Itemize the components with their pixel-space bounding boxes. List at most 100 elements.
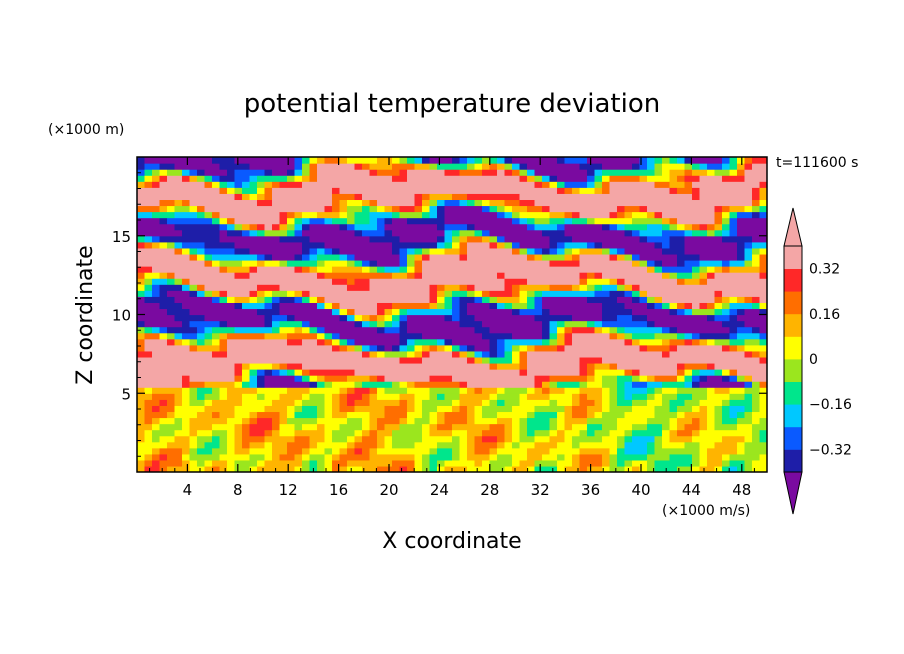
- contour-cell: [167, 429, 176, 437]
- contour-cell: [744, 290, 753, 297]
- contour-cell: [594, 290, 603, 297]
- contour-cell: [302, 229, 311, 237]
- contour-cell: [482, 453, 491, 461]
- contour-cell: [324, 453, 333, 461]
- contour-cell: [152, 320, 161, 328]
- contour-cell: [429, 447, 438, 455]
- contour-cell: [369, 441, 378, 449]
- contour-cell: [542, 465, 551, 472]
- contour-cell: [362, 429, 371, 437]
- contour-cell: [429, 217, 438, 225]
- contour-cell: [729, 423, 738, 431]
- contour-cell: [609, 447, 618, 455]
- contour-cell: [452, 284, 461, 291]
- contour-cell: [362, 278, 371, 285]
- contour-cell: [669, 308, 678, 316]
- contour-cell: [287, 302, 296, 310]
- contour-cell: [362, 199, 371, 207]
- contour-cell: [324, 211, 333, 219]
- contour-cell: [624, 447, 633, 455]
- contour-cell: [272, 199, 281, 207]
- contour-cell: [167, 235, 176, 243]
- contour-cell: [272, 175, 281, 182]
- contour-cell: [692, 453, 701, 461]
- contour-cell: [212, 290, 221, 297]
- contour-cell: [467, 393, 476, 400]
- contour-cell: [452, 399, 461, 406]
- contour-cell: [452, 169, 461, 176]
- contour-cell: [174, 157, 183, 164]
- contour-cell: [527, 429, 536, 437]
- contour-cell: [639, 441, 648, 449]
- contour-cell: [624, 369, 633, 376]
- contour-cell: [294, 302, 303, 310]
- contour-cell: [744, 411, 753, 419]
- contour-cell: [309, 314, 318, 322]
- contour-cell: [407, 356, 416, 364]
- contour-cell: [437, 187, 446, 194]
- contour-cell: [497, 278, 506, 285]
- contour-cell: [159, 241, 168, 249]
- contour-cell: [392, 181, 401, 188]
- contour-cell: [624, 350, 633, 358]
- contour-cell: [602, 272, 611, 279]
- contour-cell: [602, 441, 611, 449]
- contour-cell: [152, 157, 161, 164]
- contour-cell: [572, 175, 581, 182]
- contour-cell: [384, 356, 393, 364]
- contour-cell: [317, 459, 326, 467]
- contour-cell: [482, 344, 491, 352]
- contour-cell: [707, 308, 716, 316]
- contour-cell: [579, 211, 588, 219]
- contour-cell: [279, 362, 288, 370]
- contour-cell: [759, 459, 767, 467]
- contour-cell: [392, 381, 401, 388]
- contour-cell: [602, 417, 611, 425]
- contour-cell: [242, 241, 251, 249]
- contour-cell: [302, 278, 311, 285]
- contour-cell: [152, 411, 161, 419]
- contour-cell: [167, 284, 176, 291]
- contour-cell: [189, 350, 198, 358]
- contour-cell: [257, 284, 266, 291]
- contour-cell: [444, 308, 453, 316]
- contour-cell: [362, 241, 371, 249]
- contour-cell: [549, 290, 558, 297]
- contour-cell: [234, 157, 243, 164]
- contour-cell: [279, 326, 288, 334]
- contour-cell: [369, 387, 378, 394]
- contour-cell: [362, 223, 371, 231]
- contour-cell: [414, 278, 423, 285]
- contour-cell: [639, 199, 648, 207]
- contour-cell: [639, 302, 648, 310]
- contour-cell: [429, 193, 438, 201]
- contour-cell: [677, 272, 686, 279]
- contour-cell: [384, 459, 393, 467]
- contour-cell: [729, 453, 738, 461]
- contour-cell: [347, 199, 356, 207]
- contour-cell: [489, 266, 498, 273]
- contour-cell: [662, 320, 671, 328]
- contour-cell: [144, 411, 153, 419]
- contour-cell: [759, 211, 767, 219]
- contour-cell: [482, 393, 491, 400]
- contour-cell: [534, 350, 543, 358]
- contour-cell: [452, 405, 461, 413]
- contour-cell: [587, 241, 596, 249]
- contour-cell: [159, 465, 168, 472]
- contour-cell: [324, 435, 333, 443]
- contour-cell: [542, 423, 551, 431]
- contour-cell: [752, 362, 761, 370]
- contour-cell: [722, 241, 731, 249]
- contour-cell: [467, 169, 476, 176]
- contour-cell: [587, 453, 596, 461]
- contour-cell: [219, 193, 228, 201]
- contour-cell: [444, 259, 453, 267]
- contour-cell: [519, 169, 528, 176]
- contour-cell: [467, 259, 476, 267]
- contour-cell: [369, 459, 378, 467]
- contour-cell: [467, 465, 476, 472]
- contour-cell: [137, 229, 146, 237]
- contour-cell: [647, 453, 656, 461]
- contour-cell: [617, 387, 626, 394]
